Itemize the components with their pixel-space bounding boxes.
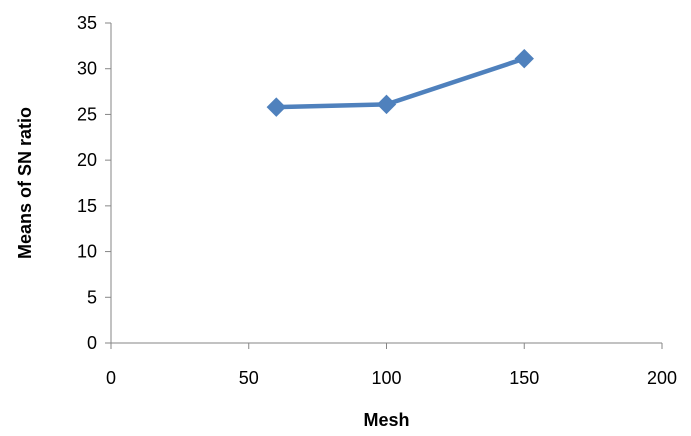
y-axis-title: Means of SN ratio xyxy=(15,107,35,259)
y-tick-label: 5 xyxy=(87,287,97,307)
x-tick-label: 0 xyxy=(106,368,116,388)
series-group xyxy=(266,48,534,117)
data-point xyxy=(376,94,397,115)
y-tick-label: 0 xyxy=(87,333,97,353)
x-tick-label: 150 xyxy=(509,368,539,388)
y-tick-label: 25 xyxy=(77,104,97,124)
y-tick-label: 35 xyxy=(77,13,97,33)
x-tick-label: 50 xyxy=(239,368,259,388)
x-tick-label: 200 xyxy=(647,368,677,388)
y-tick-label: 20 xyxy=(77,150,97,170)
y-tick-label: 10 xyxy=(77,242,97,262)
x-axis-title: Mesh xyxy=(363,410,409,430)
series-line xyxy=(276,56,525,110)
y-axis-ticks: 0 5 10 15 20 25 30 35 xyxy=(77,13,111,353)
data-point xyxy=(266,97,287,117)
x-axis-ticks: 0 50 100 150 200 xyxy=(106,343,677,388)
y-tick-label: 30 xyxy=(77,59,97,79)
data-point xyxy=(514,48,534,69)
x-tick-label: 100 xyxy=(371,368,401,388)
y-tick-label: 15 xyxy=(77,196,97,216)
